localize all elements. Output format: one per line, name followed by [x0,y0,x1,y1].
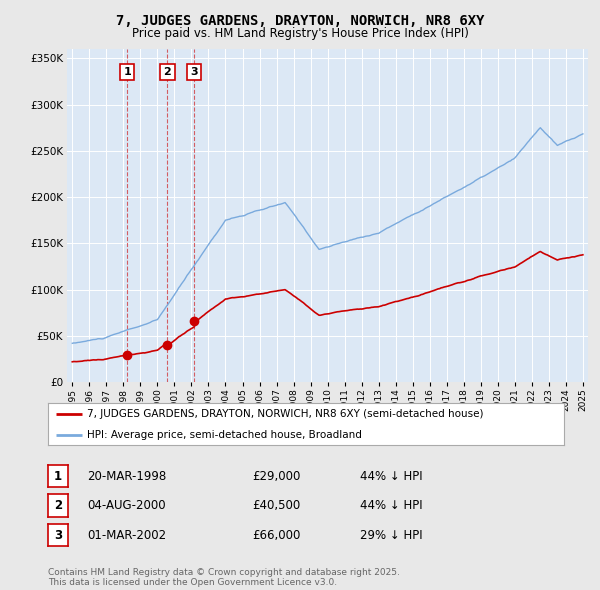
Text: 3: 3 [54,529,62,542]
Text: 3: 3 [191,67,198,77]
Text: 01-MAR-2002: 01-MAR-2002 [87,529,166,542]
Text: 44% ↓ HPI: 44% ↓ HPI [360,499,422,512]
Text: 44% ↓ HPI: 44% ↓ HPI [360,470,422,483]
Text: 1: 1 [54,470,62,483]
Text: Contains HM Land Registry data © Crown copyright and database right 2025.
This d: Contains HM Land Registry data © Crown c… [48,568,400,587]
Text: 29% ↓ HPI: 29% ↓ HPI [360,529,422,542]
Text: 1: 1 [123,67,131,77]
Text: £66,000: £66,000 [252,529,301,542]
Text: 7, JUDGES GARDENS, DRAYTON, NORWICH, NR8 6XY (semi-detached house): 7, JUDGES GARDENS, DRAYTON, NORWICH, NR8… [86,409,483,418]
Text: 04-AUG-2000: 04-AUG-2000 [87,499,166,512]
Text: £29,000: £29,000 [252,470,301,483]
Text: Price paid vs. HM Land Registry's House Price Index (HPI): Price paid vs. HM Land Registry's House … [131,27,469,40]
Text: 2: 2 [164,67,172,77]
Text: 2: 2 [54,499,62,512]
Text: HPI: Average price, semi-detached house, Broadland: HPI: Average price, semi-detached house,… [86,430,362,440]
Text: £40,500: £40,500 [252,499,300,512]
Text: 20-MAR-1998: 20-MAR-1998 [87,470,166,483]
Text: 7, JUDGES GARDENS, DRAYTON, NORWICH, NR8 6XY: 7, JUDGES GARDENS, DRAYTON, NORWICH, NR8… [116,14,484,28]
